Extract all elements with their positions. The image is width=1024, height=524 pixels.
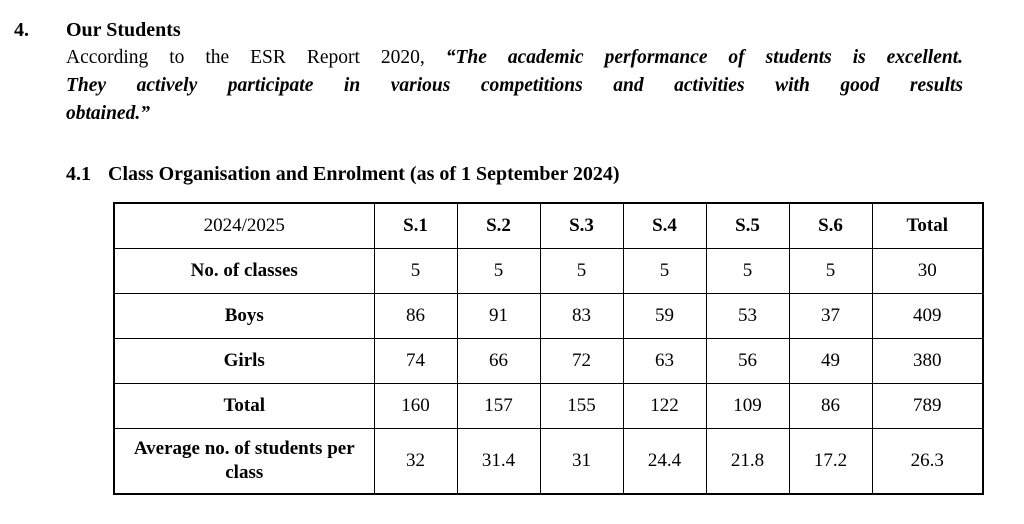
data-cell: 5 <box>788 247 873 294</box>
data-cell: 37 <box>788 292 873 339</box>
data-cell: 380 <box>871 337 984 384</box>
column-header-s1: S.1 <box>373 202 458 249</box>
section-number: 4. <box>14 19 29 41</box>
subsection-title: Class Organisation and Enrolment (as of … <box>108 163 620 185</box>
data-cell: 5 <box>373 247 458 294</box>
data-cell: 66 <box>456 337 541 384</box>
row-label-classes: No. of classes <box>113 247 375 294</box>
data-cell: 26.3 <box>871 427 984 495</box>
subsection-heading: 4.1 Class Organisation and Enrolment (as… <box>66 160 1024 188</box>
data-cell: 5 <box>622 247 707 294</box>
data-cell: 155 <box>539 382 624 429</box>
quote-text-line-1: “The academic performance of students is… <box>445 47 963 68</box>
table-header-row: 2024/2025 S.1 S.2 S.3 S.4 S.5 S.6 Total <box>113 202 984 249</box>
table-row-classes: No. of classes 5 5 5 5 5 5 30 <box>113 247 984 294</box>
column-header-total: Total <box>871 202 984 249</box>
row-label-total: Total <box>113 382 375 429</box>
table-row-total: Total 160 157 155 122 109 86 789 <box>113 382 984 429</box>
column-header-s2: S.2 <box>456 202 541 249</box>
data-cell: 122 <box>622 382 707 429</box>
enrolment-table: 2024/2025 S.1 S.2 S.3 S.4 S.5 S.6 Total … <box>113 202 984 495</box>
average-label-text: Average no. of students per class <box>133 437 355 483</box>
data-cell: 56 <box>705 337 790 384</box>
quote-text-line-3: obtained.” <box>66 103 150 124</box>
data-cell: 86 <box>788 382 873 429</box>
column-header-s5: S.5 <box>705 202 790 249</box>
data-cell: 31 <box>539 427 624 495</box>
table-row-average: Average no. of students per class 32 31.… <box>113 427 984 495</box>
data-cell: 789 <box>871 382 984 429</box>
column-header-s3: S.3 <box>539 202 624 249</box>
data-cell: 53 <box>705 292 790 339</box>
paragraph-prefix: According to the ESR Report 2020, <box>66 47 446 68</box>
data-cell: 109 <box>705 382 790 429</box>
section-heading: 4. Our Students <box>14 16 1024 44</box>
row-label-boys: Boys <box>113 292 375 339</box>
column-header-s6: S.6 <box>788 202 873 249</box>
data-cell: 49 <box>788 337 873 384</box>
data-cell: 5 <box>705 247 790 294</box>
column-header-s4: S.4 <box>622 202 707 249</box>
year-header-cell: 2024/2025 <box>113 202 375 249</box>
data-cell: 31.4 <box>456 427 541 495</box>
data-cell: 74 <box>373 337 458 384</box>
data-cell: 157 <box>456 382 541 429</box>
data-cell: 59 <box>622 292 707 339</box>
data-cell: 63 <box>622 337 707 384</box>
quote-text-line-2: They actively participate in various com… <box>66 75 963 96</box>
data-cell: 83 <box>539 292 624 339</box>
data-cell: 21.8 <box>705 427 790 495</box>
table-row-boys: Boys 86 91 83 59 53 37 409 <box>113 292 984 339</box>
data-cell: 32 <box>373 427 458 495</box>
data-cell: 72 <box>539 337 624 384</box>
paragraph-line-1: According to the ESR Report 2020, “The a… <box>66 44 963 72</box>
data-cell: 91 <box>456 292 541 339</box>
row-label-girls: Girls <box>113 337 375 384</box>
section-title: Our Students <box>66 19 181 41</box>
data-cell: 409 <box>871 292 984 339</box>
data-cell: 5 <box>456 247 541 294</box>
row-label-average: Average no. of students per class <box>113 427 375 495</box>
data-cell: 24.4 <box>622 427 707 495</box>
data-cell: 5 <box>539 247 624 294</box>
subsection-number: 4.1 <box>66 163 91 185</box>
intro-paragraph: According to the ESR Report 2020, “The a… <box>66 44 963 128</box>
data-cell: 30 <box>871 247 984 294</box>
data-cell: 160 <box>373 382 458 429</box>
table-row-girls: Girls 74 66 72 63 56 49 380 <box>113 337 984 384</box>
data-cell: 17.2 <box>788 427 873 495</box>
data-cell: 86 <box>373 292 458 339</box>
